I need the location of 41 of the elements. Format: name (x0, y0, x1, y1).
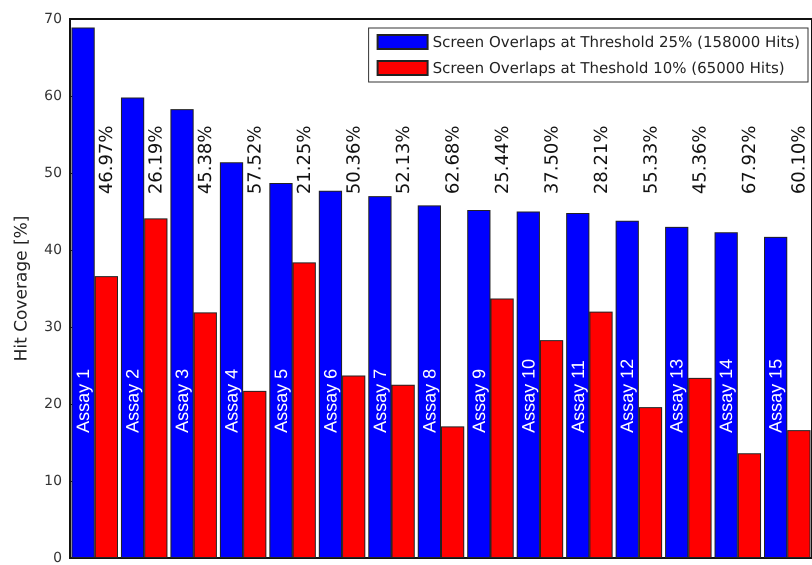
y-tick-label: 70 (44, 11, 62, 27)
annotation: 52.13% (392, 126, 414, 194)
annotation: 67.92% (739, 126, 760, 194)
y-tick-label: 30 (44, 319, 62, 335)
annotation: 45.36% (690, 126, 711, 194)
y-tick-label: 10 (44, 473, 62, 489)
x-tick-label: Assay 8 (419, 368, 440, 433)
annotation: 26.19% (146, 126, 167, 194)
annotation: 28.21% (590, 126, 612, 194)
legend-label: Screen Overlaps at Theshold 10% (65000 Hits) (432, 59, 785, 77)
x-tick-label: Assay 4 (222, 368, 242, 433)
x-tick-label: Assay 15 (766, 358, 786, 433)
annotation: 46.97% (96, 126, 118, 194)
y-tick-label: 0 (53, 550, 62, 565)
annotation: 57.52% (244, 126, 266, 194)
legend-label: Screen Overlaps at Threshold 25% (158000 Hits) (432, 33, 800, 51)
x-tick-label: Assay 11 (568, 360, 588, 433)
annotation: 25.44% (492, 126, 513, 194)
annotation: 60.10% (788, 126, 810, 194)
annotation: 37.50% (541, 126, 562, 194)
x-tick-label: Assay 13 (666, 358, 687, 433)
x-tick-label: Assay 2 (122, 368, 143, 433)
x-tick-label: Assay 14 (716, 358, 736, 433)
x-tick-label: Assay 5 (270, 368, 291, 433)
y-axis-title: Hit Coverage [%] (12, 216, 32, 362)
annotation: 62.68% (442, 126, 464, 194)
annotation: 45.38% (195, 126, 216, 194)
x-tick-label: Assay 3 (172, 368, 192, 433)
annotation: 55.33% (640, 126, 662, 194)
x-tick-label: Assay 1 (73, 368, 94, 433)
y-tick-label: 20 (44, 396, 62, 412)
x-tick-label: Assay 9 (468, 368, 489, 433)
x-tick-label: Assay 7 (370, 368, 390, 433)
annotation: 50.36% (343, 126, 364, 194)
annotation: 21.25% (294, 126, 316, 194)
y-tick-label: 50 (44, 165, 62, 181)
x-tick-label: Assay 6 (320, 368, 340, 433)
y-tick-label: 40 (44, 242, 62, 258)
y-tick-label: 60 (44, 88, 62, 104)
x-tick-label: Assay 12 (617, 358, 638, 433)
x-tick-label: Assay 10 (518, 358, 538, 433)
